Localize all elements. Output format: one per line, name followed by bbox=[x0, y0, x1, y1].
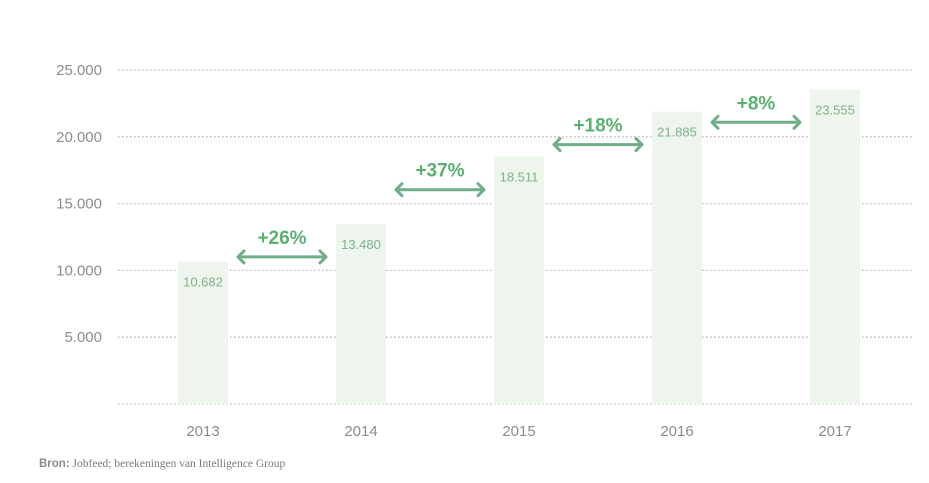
source-text: Jobfeed; berekeningen van Intelligence G… bbox=[72, 458, 286, 470]
growth-arrow-head bbox=[394, 182, 404, 198]
x-tick-label: 2017 bbox=[818, 423, 851, 440]
bar bbox=[652, 111, 702, 405]
growth-arrow bbox=[394, 182, 486, 198]
x-tick-label: 2015 bbox=[502, 423, 535, 440]
y-tick-label: 25.000 bbox=[56, 62, 102, 79]
data-label: 18.511 bbox=[500, 170, 539, 185]
bar bbox=[810, 89, 860, 404]
x-tick-label: 2013 bbox=[186, 423, 219, 440]
growth-arrow-head bbox=[710, 114, 720, 130]
growth-arrow-head bbox=[318, 249, 328, 265]
y-tick-label: 15.000 bbox=[56, 196, 102, 213]
data-label: 13.480 bbox=[341, 237, 381, 252]
growth-arrow-head bbox=[476, 182, 486, 198]
growth-arrow bbox=[552, 137, 644, 153]
growth-label: +8% bbox=[737, 93, 776, 114]
data-label: 10.682 bbox=[183, 274, 223, 289]
y-tick-label: 5.000 bbox=[64, 329, 102, 346]
y-tick-label: 20.000 bbox=[56, 129, 102, 146]
x-tick-label: 2014 bbox=[344, 423, 377, 440]
growth-label: +37% bbox=[415, 161, 464, 182]
bar bbox=[178, 261, 228, 404]
growth-arrow-head bbox=[236, 249, 246, 265]
growth-arrow bbox=[236, 249, 328, 265]
bar bbox=[336, 223, 386, 404]
x-tick-label: 2016 bbox=[660, 423, 693, 440]
growth-arrow-head bbox=[552, 137, 562, 153]
source-note: Bron: Jobfeed; berekeningen van Intellig… bbox=[39, 458, 285, 470]
y-tick-label: 10.000 bbox=[56, 262, 102, 279]
data-label: 23.555 bbox=[815, 102, 855, 117]
bar bbox=[494, 156, 544, 404]
growth-arrow bbox=[710, 114, 802, 130]
data-label: 21.885 bbox=[657, 125, 697, 140]
growth-arrow-head bbox=[634, 137, 644, 153]
growth-arrow-head bbox=[792, 114, 802, 130]
source-label: Bron: bbox=[39, 458, 70, 470]
growth-label: +26% bbox=[257, 228, 306, 249]
growth-label: +18% bbox=[573, 116, 622, 137]
